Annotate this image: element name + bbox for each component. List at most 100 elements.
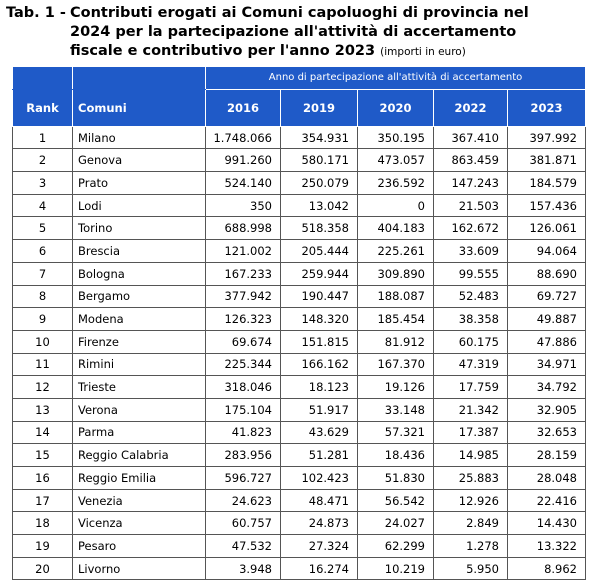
amount: 102.423: [280, 466, 358, 490]
amount: 99.555: [433, 261, 508, 286]
row: 17 Venezia 24.623 48.471 56.542 12.926 22.416: [12, 488, 586, 513]
note: (importi in euro): [380, 46, 466, 58]
column-header: 2022: [433, 88, 508, 127]
amount: 5.950: [433, 556, 508, 581]
amount: 51.830: [357, 466, 434, 490]
amount: 2.849: [433, 511, 508, 536]
amount: 318.046: [205, 375, 281, 399]
amount: 88.690: [507, 261, 586, 286]
header: Tab. 1 - Contributi erogati ai Comuni cap…: [6, 4, 570, 62]
amount: 14.430: [507, 511, 586, 536]
amount: 69.727: [507, 284, 586, 309]
row: 1 Milano 1.748.066 354.931 350.195 367.410 397…: [12, 125, 586, 150]
data-table: Anno di partecipazione all'attività di a…: [12, 66, 586, 581]
amount: 10.219: [357, 556, 434, 581]
amount: 43.629: [280, 420, 358, 445]
amount: 21.503: [433, 193, 508, 218]
rank: 8: [12, 284, 73, 309]
amount: 1.278: [433, 534, 508, 558]
amount: 24.873: [280, 511, 358, 536]
row: 19 Pesaro 47.532 27.324 62.299 1.278 13.322: [12, 534, 586, 558]
amount: 381.871: [507, 148, 586, 173]
amount: 69.674: [205, 329, 281, 354]
amount: 162.672: [433, 216, 508, 241]
column-header: Comuni: [72, 88, 206, 127]
table-title: Contributi erogati ai Comuni capoluoghi …: [70, 5, 529, 59]
rank: 17: [12, 488, 73, 513]
city: Genova: [72, 148, 206, 173]
amount: 60.175: [433, 329, 508, 354]
amount: 157.436: [507, 193, 586, 218]
amount: 190.447: [280, 284, 358, 309]
city: Bergamo: [72, 284, 206, 309]
amount: 121.002: [205, 239, 281, 263]
row: 9 Modena 126.323 148.320 185.454 38.358 49.887: [12, 307, 586, 331]
city: Brescia: [72, 239, 206, 263]
city: Verona: [72, 397, 206, 422]
city: Modena: [72, 307, 206, 331]
amount: 34.792: [507, 375, 586, 399]
rank: 2: [12, 148, 73, 173]
rank: 19: [12, 534, 73, 558]
column-header: 2016: [205, 88, 281, 127]
amount: 28.159: [507, 443, 586, 467]
amount: 185.454: [357, 307, 434, 331]
amount: 57.321: [357, 420, 434, 445]
row: 5 Torino 688.998 518.358 404.183 162.672 126.0…: [12, 216, 586, 241]
amount: 175.104: [205, 397, 281, 422]
city: Torino: [72, 216, 206, 241]
amount: 259.944: [280, 261, 358, 286]
amount: 863.459: [433, 148, 508, 173]
rank: 12: [12, 375, 73, 399]
row: 11 Rimini 225.344 166.162 167.370 47.319 34.97…: [12, 352, 586, 377]
amount: 16.274: [280, 556, 358, 581]
rank: 1: [12, 125, 73, 150]
amount: 38.358: [433, 307, 508, 331]
table-label: Tab. 1 -: [6, 5, 66, 21]
amount: 350: [205, 193, 281, 218]
amount: 18.436: [357, 443, 434, 467]
amount: 3.948: [205, 556, 281, 581]
amount: 580.171: [280, 148, 358, 173]
amount: 250.079: [280, 171, 358, 195]
row: 10 Firenze 69.674 151.815 81.912 60.175 47.886: [12, 329, 586, 354]
city: Lodi: [72, 193, 206, 218]
amount: 18.123: [280, 375, 358, 399]
rank: 3: [12, 171, 73, 195]
amount: 17.387: [433, 420, 508, 445]
row: 12 Trieste 318.046 18.123 19.126 17.759 34.792: [12, 375, 586, 399]
city: Rimini: [72, 352, 206, 377]
amount: 62.299: [357, 534, 434, 558]
rank: 13: [12, 397, 73, 422]
amount: 21.342: [433, 397, 508, 422]
amount: 225.344: [205, 352, 281, 377]
rank: 15: [12, 443, 73, 467]
amount: 350.195: [357, 125, 434, 150]
amount: 41.823: [205, 420, 281, 445]
amount: 236.592: [357, 171, 434, 195]
amount: 148.320: [280, 307, 358, 331]
header-row: Rank Comuni 2016 2019 2020 2022 2023: [12, 88, 586, 127]
row: 16 Reggio Emilia 596.727 102.423 51.830 25.88…: [12, 466, 586, 490]
rank: 4: [12, 193, 73, 218]
amount: 51.281: [280, 443, 358, 467]
amount: 147.243: [433, 171, 508, 195]
row: 7 Bologna 167.233 259.944 309.890 99.555 88.69…: [12, 261, 586, 286]
column-header: 2020: [357, 88, 434, 127]
amount: 404.183: [357, 216, 434, 241]
amount: 0: [357, 193, 434, 218]
amount: 524.140: [205, 171, 281, 195]
amount: 13.322: [507, 534, 586, 558]
amount: 596.727: [205, 466, 281, 490]
amount: 13.042: [280, 193, 358, 218]
row: 13 Verona 175.104 51.917 33.148 21.342 32.905: [12, 397, 586, 422]
amount: 52.483: [433, 284, 508, 309]
amount: 166.162: [280, 352, 358, 377]
amount: 22.416: [507, 488, 586, 513]
amount: 33.609: [433, 239, 508, 263]
group-header: Anno di partecipazione all'attività di a…: [205, 66, 586, 90]
empty-header: [12, 66, 73, 90]
city: Trieste: [72, 375, 206, 399]
city: Reggio Emilia: [72, 466, 206, 490]
amount: 688.998: [205, 216, 281, 241]
